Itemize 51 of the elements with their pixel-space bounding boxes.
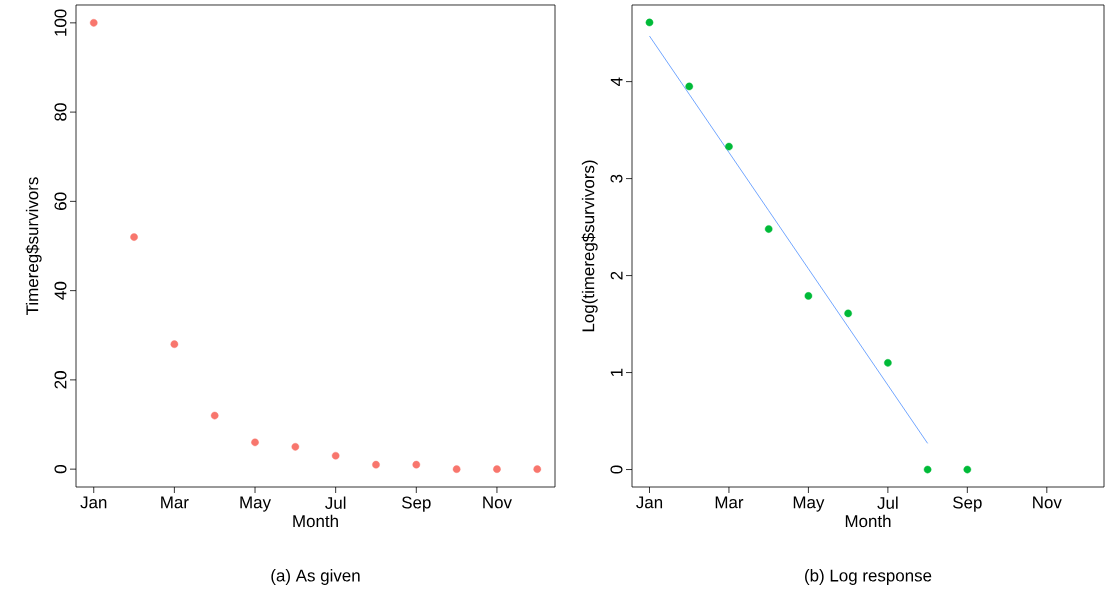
x-tick-label: Mar xyxy=(715,496,744,509)
text: (a) As given xyxy=(271,569,360,585)
x-tick-label: Nov xyxy=(1033,496,1062,509)
point xyxy=(89,19,98,27)
point xyxy=(764,225,773,233)
y-tick-label: 60 xyxy=(54,192,67,210)
y-tick-label: 3 xyxy=(610,174,623,183)
point xyxy=(533,465,542,473)
y-axis-title: Timereg$survivors xyxy=(25,177,42,315)
line-series xyxy=(649,35,929,444)
x-tick-label: May xyxy=(793,496,825,512)
text: (b) Log response xyxy=(805,569,932,585)
x-tick-label: Jan xyxy=(636,496,663,509)
point xyxy=(685,82,694,91)
point xyxy=(331,451,340,460)
y-tick-label: 20 xyxy=(54,371,67,389)
point xyxy=(804,292,813,300)
point xyxy=(645,18,654,27)
y-axis-title: Log(timereg$survivors) xyxy=(581,160,598,332)
point xyxy=(844,309,852,318)
x-tick-label: Mar xyxy=(161,496,189,509)
y-tick-label: 4 xyxy=(610,77,623,86)
point xyxy=(251,438,259,447)
point xyxy=(884,359,892,367)
x-tick-label: Sep xyxy=(953,496,982,512)
point xyxy=(452,465,461,473)
x-tick-label: Nov xyxy=(483,496,512,509)
x-axis-title: Month xyxy=(845,514,891,528)
y-tick-label: 80 xyxy=(54,103,67,121)
x-axis-title: Month xyxy=(293,514,338,528)
point xyxy=(493,465,501,473)
x-tick-label: Jan xyxy=(80,496,107,509)
y-tick-label: 2 xyxy=(610,271,623,280)
point xyxy=(923,465,932,474)
point xyxy=(130,233,138,241)
point xyxy=(372,460,380,469)
x-tick-label: Sep xyxy=(402,496,431,512)
y-tick-label: 100 xyxy=(54,9,67,36)
point xyxy=(291,443,300,451)
point xyxy=(963,465,972,474)
x-tick-label: Jul xyxy=(877,496,898,509)
point xyxy=(725,142,733,151)
point xyxy=(170,340,179,348)
x-tick-label: Jul xyxy=(325,496,346,509)
y-tick-label: 40 xyxy=(54,281,67,300)
y-tick-label: 0 xyxy=(610,465,623,474)
point xyxy=(412,460,421,469)
y-tick-label: 1 xyxy=(610,368,623,376)
point xyxy=(210,411,219,420)
x-tick-label: May xyxy=(240,496,271,512)
y-tick-label: 0 xyxy=(54,465,67,474)
